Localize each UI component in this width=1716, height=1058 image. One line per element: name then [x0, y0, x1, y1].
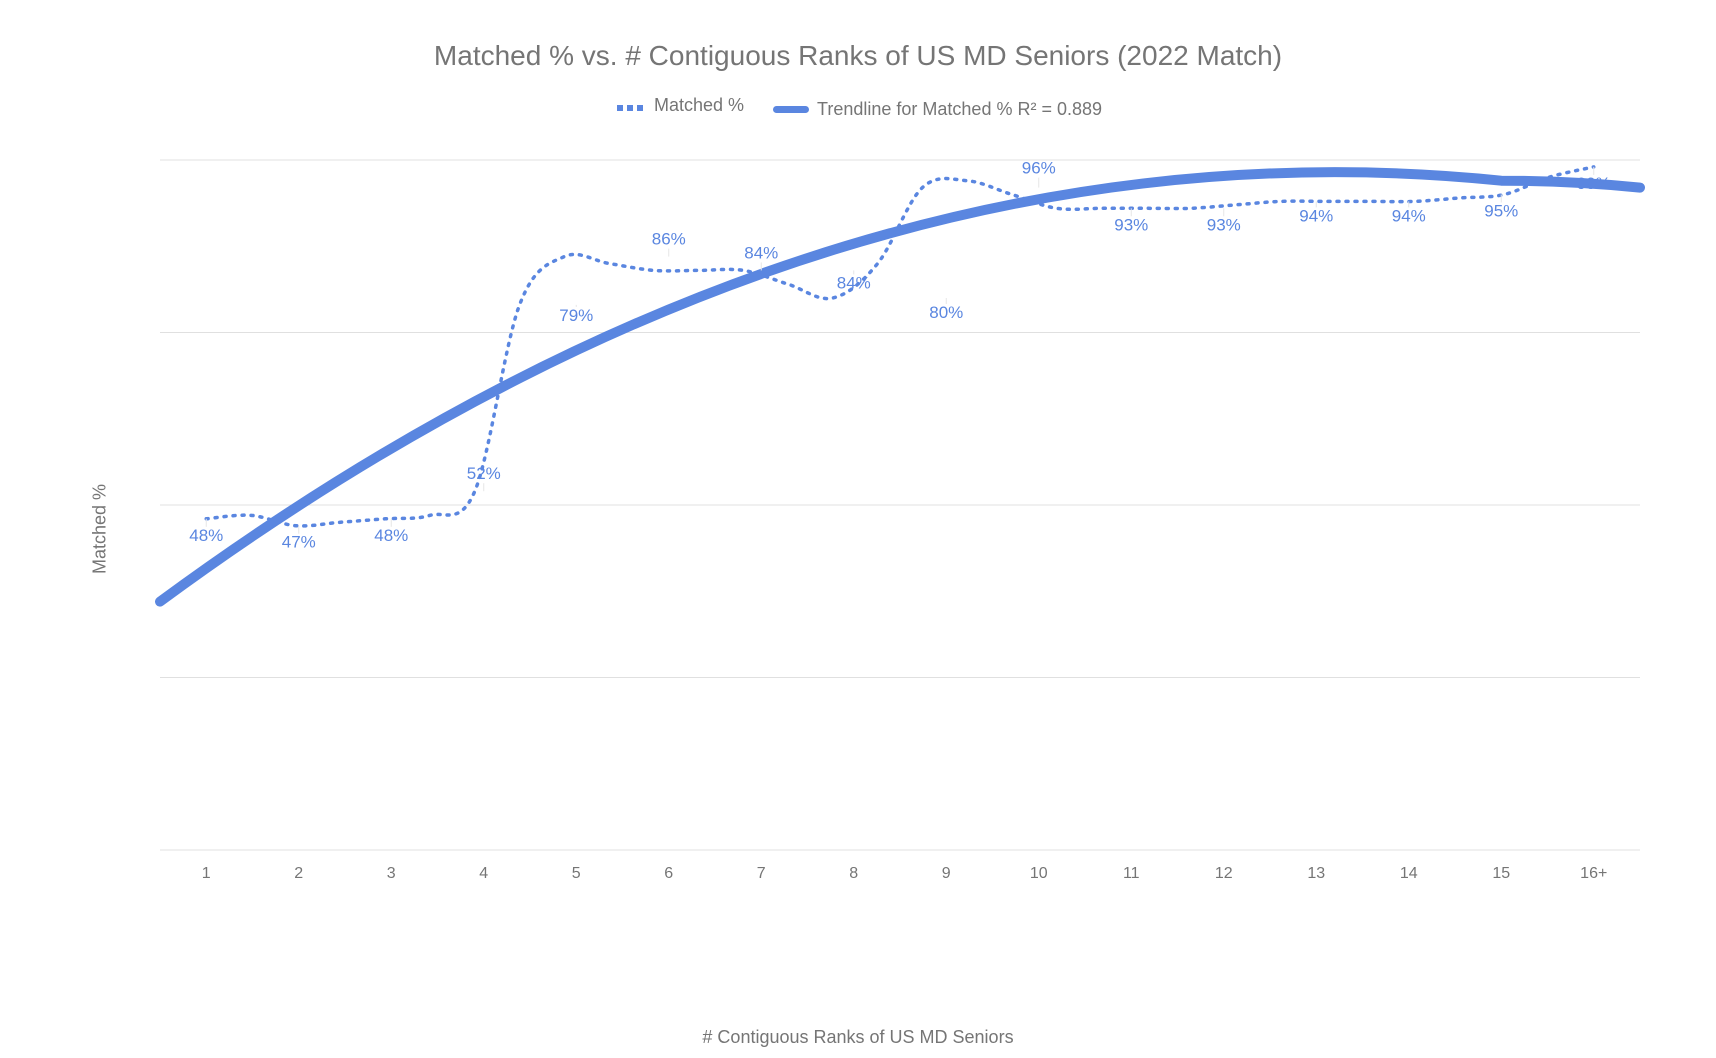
x-axis-title: # Contiguous Ranks of US MD Seniors: [0, 1027, 1716, 1048]
data-label: 84%: [744, 243, 778, 262]
legend: Matched % Trendline for Matched % R² = 0…: [0, 95, 1716, 120]
x-tick-label: 5: [572, 865, 581, 882]
data-label: 94%: [1392, 206, 1426, 225]
data-label: 84%: [837, 273, 871, 292]
solid-swatch-icon: [773, 106, 809, 113]
legend-label-matched: Matched %: [654, 95, 744, 116]
x-tick-label: 10: [1030, 865, 1048, 882]
data-label: 94%: [1299, 206, 1333, 225]
x-tick-label: 8: [849, 865, 858, 882]
data-label: 99%: [1577, 174, 1611, 193]
x-tick-label: 7: [757, 865, 766, 882]
x-tick-label: 6: [664, 865, 673, 882]
data-label: 48%: [374, 526, 408, 545]
matched-percent-line: [206, 167, 1594, 526]
x-tick-label: 12: [1215, 865, 1233, 882]
x-tick-label: 13: [1307, 865, 1325, 882]
data-label: 52%: [467, 464, 501, 483]
legend-item-matched: Matched %: [614, 95, 744, 116]
chart-container: Matched % vs. # Contiguous Ranks of US M…: [0, 0, 1716, 1058]
data-label: 79%: [559, 306, 593, 325]
legend-label-trend: Trendline for Matched % R² = 0.889: [817, 99, 1102, 120]
x-tick-label: 2: [294, 865, 303, 882]
data-label: 86%: [652, 230, 686, 249]
data-label: 96%: [1022, 159, 1056, 178]
x-tick-label: 9: [942, 865, 951, 882]
data-label: 93%: [1114, 215, 1148, 234]
data-label: 93%: [1207, 215, 1241, 234]
data-label: 48%: [189, 526, 223, 545]
data-label: 47%: [282, 533, 316, 552]
x-tick-label: 3: [387, 865, 396, 882]
data-label: 95%: [1484, 202, 1518, 221]
x-tick-label: 15: [1492, 865, 1510, 882]
x-tick-label: 14: [1400, 865, 1418, 882]
y-axis-title: Matched %: [90, 484, 111, 574]
x-tick-label: 1: [202, 865, 211, 882]
dotted-swatch-icon: [614, 97, 646, 115]
plot-area: 0%25%50%75%100%12345678910111213141516+4…: [150, 150, 1650, 910]
chart-svg: 0%25%50%75%100%12345678910111213141516+4…: [150, 150, 1650, 910]
x-tick-label: 16+: [1580, 865, 1607, 882]
x-tick-label: 11: [1123, 865, 1140, 882]
legend-item-trend: Trendline for Matched % R² = 0.889: [773, 99, 1102, 120]
chart-title: Matched % vs. # Contiguous Ranks of US M…: [0, 40, 1716, 72]
x-tick-label: 4: [479, 865, 488, 882]
data-label: 80%: [929, 303, 963, 322]
